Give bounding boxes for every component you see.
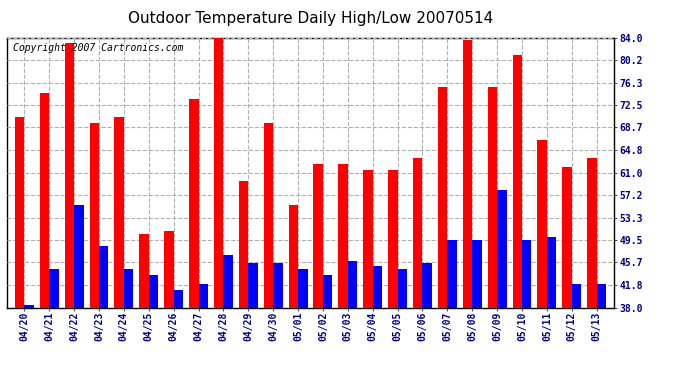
Bar [463,40,472,308]
Bar [90,123,99,308]
Bar [288,205,298,308]
Bar [373,266,382,308]
Bar [522,240,531,308]
Bar [139,234,149,308]
Bar [264,123,273,308]
Bar [15,117,24,308]
Bar [438,87,447,308]
Bar [447,240,457,308]
Bar [199,284,208,308]
Bar [363,170,373,308]
Bar [413,158,422,308]
Bar [248,264,258,308]
Bar [488,87,497,308]
Bar [214,34,224,308]
Bar [174,290,183,308]
Bar [388,170,397,308]
Bar [472,240,482,308]
Bar [338,164,348,308]
Bar [24,304,34,307]
Bar [115,117,124,308]
Text: Copyright 2007 Cartronics.com: Copyright 2007 Cartronics.com [13,43,184,53]
Bar [562,166,572,308]
Bar [273,264,283,308]
Bar [572,284,581,308]
Bar [513,55,522,308]
Bar [587,158,597,308]
Bar [49,269,59,308]
Bar [74,205,83,308]
Bar [40,93,49,308]
Bar [348,261,357,308]
Bar [597,284,606,308]
Text: Outdoor Temperature Daily High/Low 20070514: Outdoor Temperature Daily High/Low 20070… [128,11,493,26]
Bar [224,255,233,308]
Bar [99,246,108,308]
Bar [239,181,248,308]
Bar [164,231,174,308]
Bar [189,99,199,308]
Bar [323,275,333,308]
Bar [422,264,432,308]
Bar [124,269,133,308]
Bar [547,237,556,308]
Bar [397,269,407,308]
Bar [313,164,323,308]
Bar [538,140,547,308]
Bar [298,269,308,308]
Bar [149,275,158,308]
Bar [65,44,74,308]
Bar [497,190,506,308]
